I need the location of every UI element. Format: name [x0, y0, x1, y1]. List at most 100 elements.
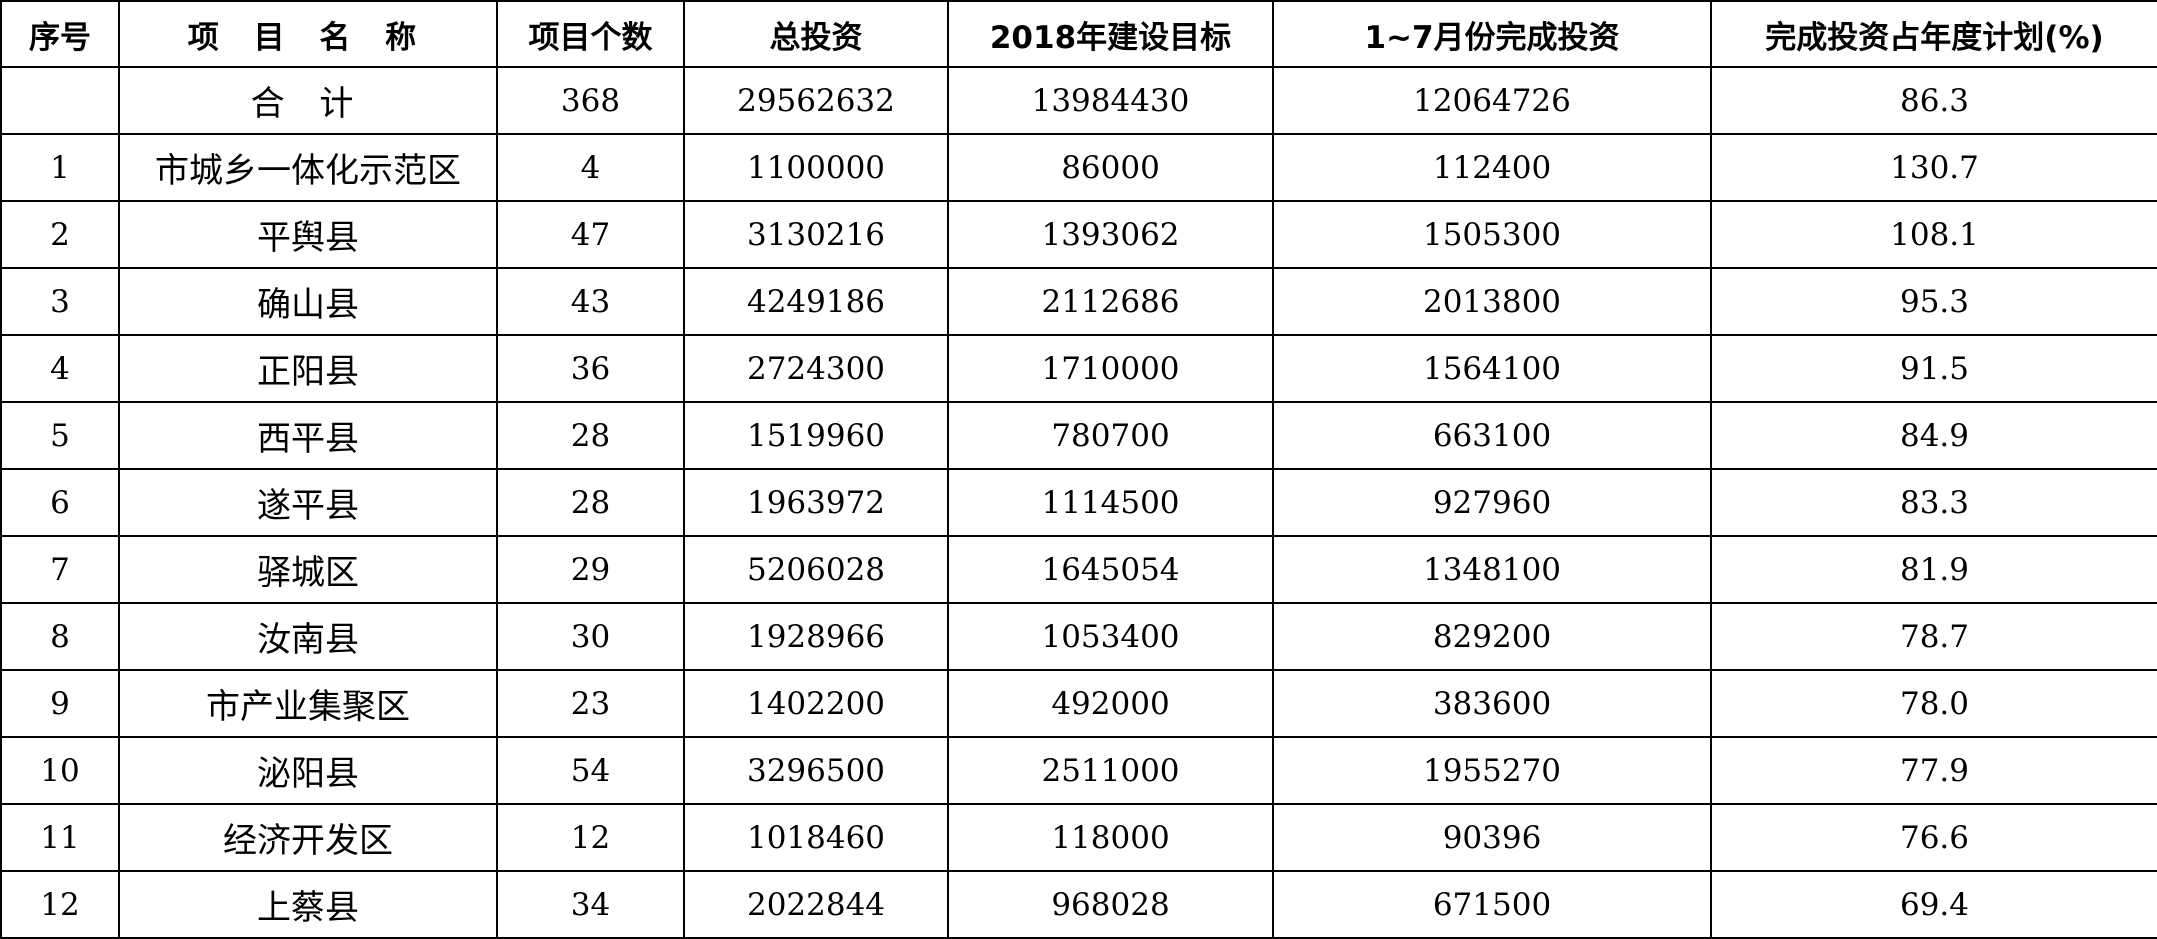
table-row: 2 平舆县 47 3130216 1393062 1505300 108.1	[0, 200, 2157, 269]
header-project-name: 项 目 名 称	[118, 0, 498, 68]
row-name: 汝南县	[118, 602, 498, 671]
row-percent: 130.7	[1710, 133, 2157, 202]
row-name: 驿城区	[118, 535, 498, 604]
row-percent: 108.1	[1710, 200, 2157, 269]
header-total-investment: 总投资	[683, 0, 949, 68]
row-name: 市城乡一体化示范区	[118, 133, 498, 202]
row-completed: 383600	[1272, 669, 1712, 738]
table-row: 5 西平县 28 1519960 780700 663100 84.9	[0, 401, 2157, 470]
row-completed: 1505300	[1272, 200, 1712, 269]
row-completed: 90396	[1272, 803, 1712, 872]
row-no: 9	[0, 669, 120, 738]
table-row: 1 市城乡一体化示范区 4 1100000 86000 112400 130.7	[0, 133, 2157, 202]
row-percent: 77.9	[1710, 736, 2157, 805]
row-percent: 78.0	[1710, 669, 2157, 738]
row-count: 12	[496, 803, 685, 872]
row-percent: 83.3	[1710, 468, 2157, 537]
row-total: 1402200	[683, 669, 949, 738]
total-completed: 12064726	[1272, 66, 1712, 135]
table-row: 6 遂平县 28 1963972 1114500 927960 83.3	[0, 468, 2157, 537]
header-completion-percent: 完成投资占年度计划(%)	[1710, 0, 2157, 68]
row-name: 确山县	[118, 267, 498, 336]
row-completed: 663100	[1272, 401, 1712, 470]
row-name: 上蔡县	[118, 870, 498, 939]
row-count: 43	[496, 267, 685, 336]
table-row: 8 汝南县 30 1928966 1053400 829200 78.7	[0, 602, 2157, 671]
row-completed: 2013800	[1272, 267, 1712, 336]
header-row: 序号 项 目 名 称 项目个数 总投资 2018年建设目标 1~7月份完成投资 …	[0, 0, 2157, 68]
row-no: 3	[0, 267, 120, 336]
row-completed: 1564100	[1272, 334, 1712, 403]
row-name: 遂平县	[118, 468, 498, 537]
row-name: 正阳县	[118, 334, 498, 403]
row-no: 11	[0, 803, 120, 872]
row-total: 2724300	[683, 334, 949, 403]
table-row: 10 泌阳县 54 3296500 2511000 1955270 77.9	[0, 736, 2157, 805]
row-no: 4	[0, 334, 120, 403]
row-target: 492000	[947, 669, 1274, 738]
row-target: 2511000	[947, 736, 1274, 805]
row-count: 28	[496, 468, 685, 537]
row-total: 5206028	[683, 535, 949, 604]
row-percent: 78.7	[1710, 602, 2157, 671]
table-row: 3 确山县 43 4249186 2112686 2013800 95.3	[0, 267, 2157, 336]
row-target: 86000	[947, 133, 1274, 202]
row-count: 4	[496, 133, 685, 202]
row-total: 1018460	[683, 803, 949, 872]
total-count: 368	[496, 66, 685, 135]
row-count: 23	[496, 669, 685, 738]
row-count: 54	[496, 736, 685, 805]
row-target: 1393062	[947, 200, 1274, 269]
row-no: 8	[0, 602, 120, 671]
row-count: 47	[496, 200, 685, 269]
table-row: 7 驿城区 29 5206028 1645054 1348100 81.9	[0, 535, 2157, 604]
total-label: 合 计	[118, 66, 498, 135]
row-target: 1053400	[947, 602, 1274, 671]
row-percent: 91.5	[1710, 334, 2157, 403]
row-completed: 112400	[1272, 133, 1712, 202]
total-target: 13984430	[947, 66, 1274, 135]
row-count: 34	[496, 870, 685, 939]
table-row: 11 经济开发区 12 1018460 118000 90396 76.6	[0, 803, 2157, 872]
row-target: 1114500	[947, 468, 1274, 537]
row-total: 3130216	[683, 200, 949, 269]
row-percent: 81.9	[1710, 535, 2157, 604]
row-completed: 927960	[1272, 468, 1712, 537]
row-percent: 95.3	[1710, 267, 2157, 336]
row-total: 2022844	[683, 870, 949, 939]
row-target: 968028	[947, 870, 1274, 939]
row-target: 1645054	[947, 535, 1274, 604]
row-completed: 671500	[1272, 870, 1712, 939]
row-total: 1963972	[683, 468, 949, 537]
row-percent: 84.9	[1710, 401, 2157, 470]
row-name: 经济开发区	[118, 803, 498, 872]
row-total: 3296500	[683, 736, 949, 805]
row-no: 12	[0, 870, 120, 939]
row-no: 1	[0, 133, 120, 202]
row-no: 5	[0, 401, 120, 470]
row-name: 平舆县	[118, 200, 498, 269]
table-row: 4 正阳县 36 2724300 1710000 1564100 91.5	[0, 334, 2157, 403]
total-total: 29562632	[683, 66, 949, 135]
row-count: 30	[496, 602, 685, 671]
row-no: 10	[0, 736, 120, 805]
row-completed: 1348100	[1272, 535, 1712, 604]
header-jan-jul-completed: 1~7月份完成投资	[1272, 0, 1712, 68]
row-name: 西平县	[118, 401, 498, 470]
table-body: 合 计 368 29562632 13984430 12064726 86.3 …	[0, 66, 2157, 939]
row-total: 1928966	[683, 602, 949, 671]
row-percent: 69.4	[1710, 870, 2157, 939]
total-percent: 86.3	[1710, 66, 2157, 135]
total-row: 合 计 368 29562632 13984430 12064726 86.3	[0, 66, 2157, 135]
row-total: 1519960	[683, 401, 949, 470]
header-no: 序号	[0, 0, 120, 68]
row-completed: 1955270	[1272, 736, 1712, 805]
table-row: 12 上蔡县 34 2022844 968028 671500 69.4	[0, 870, 2157, 939]
header-2018-target: 2018年建设目标	[947, 0, 1274, 68]
row-total: 1100000	[683, 133, 949, 202]
row-target: 2112686	[947, 267, 1274, 336]
row-completed: 829200	[1272, 602, 1712, 671]
header-project-count: 项目个数	[496, 0, 685, 68]
row-name: 市产业集聚区	[118, 669, 498, 738]
row-target: 118000	[947, 803, 1274, 872]
